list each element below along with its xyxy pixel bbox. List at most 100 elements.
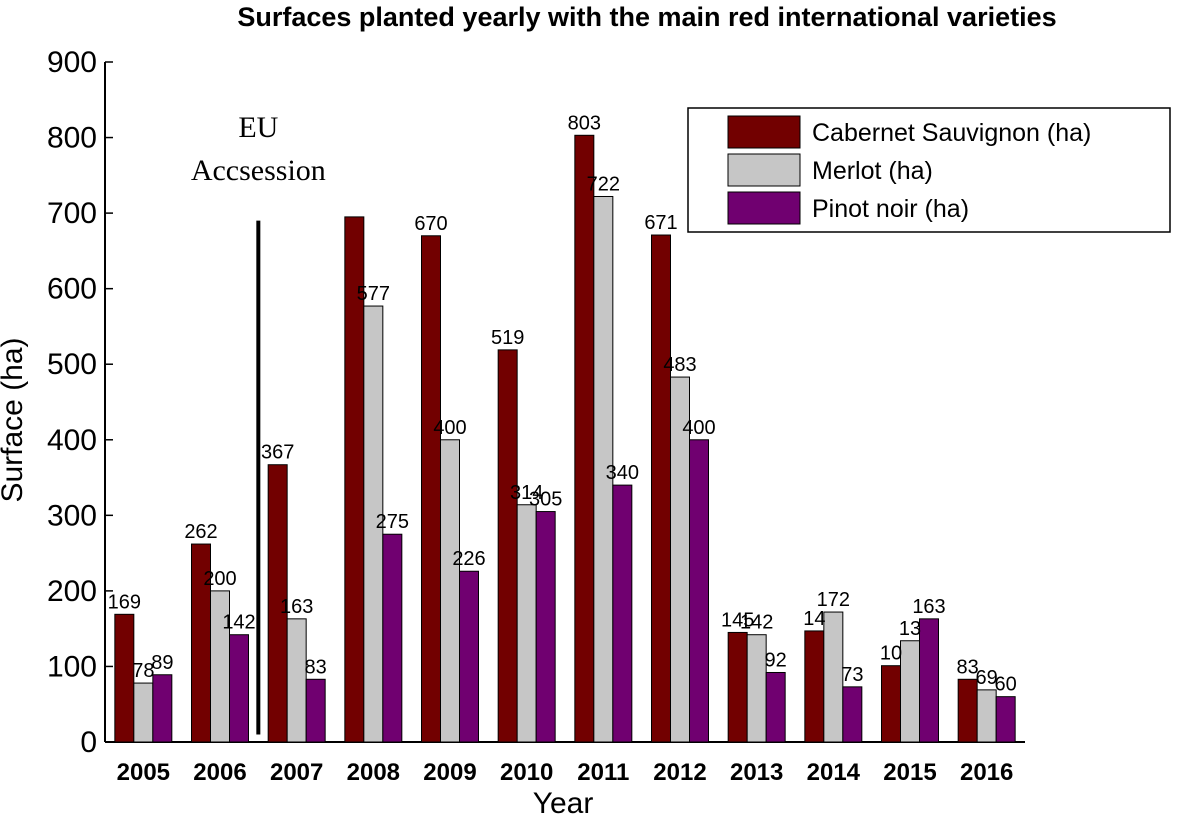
x-tick-label: 2007 (270, 759, 323, 786)
legend-swatch (727, 191, 801, 225)
legend-swatch (727, 115, 801, 149)
y-tick-label: 200 (47, 575, 97, 608)
data-label: 400 (682, 417, 715, 439)
data-label: 200 (203, 568, 236, 590)
bar (421, 235, 441, 743)
bar (286, 618, 307, 743)
bar (651, 234, 671, 743)
x-tick-label: 2006 (193, 759, 246, 786)
data-label: 340 (606, 462, 639, 484)
bar (382, 533, 403, 743)
data-labels: 169 262 367 670 519 803 671 145 14 10 83 78 200 163 57… (108, 112, 1017, 695)
y-tick-label: 700 (47, 197, 97, 230)
data-label: 142 (222, 612, 255, 634)
x-tick-label: 2015 (883, 759, 936, 786)
eu-accession-annotation: EU Accsession (191, 111, 326, 735)
y-tick-label: 100 (47, 650, 97, 683)
bar (440, 439, 460, 743)
data-label: 400 (433, 417, 466, 439)
data-label: 671 (644, 212, 677, 234)
bar (535, 511, 556, 743)
x-tick-label: 2011 (577, 759, 629, 786)
data-label: 169 (108, 591, 141, 613)
data-label: 73 (841, 664, 863, 686)
bar (363, 305, 384, 743)
data-label: 92 (765, 649, 787, 671)
legend-label: Merlot (ha) (812, 157, 933, 185)
bar (727, 631, 748, 743)
data-label: 577 (357, 283, 390, 305)
bar (765, 671, 786, 743)
data-label: 172 (817, 589, 850, 611)
bar (919, 618, 939, 743)
bar (612, 484, 633, 743)
bar (976, 689, 997, 743)
data-label: 145 (721, 609, 754, 631)
data-label: 78 (132, 660, 154, 682)
x-tick-label: 2016 (960, 759, 1013, 786)
y-tick-label: 400 (47, 424, 97, 457)
bar (995, 696, 1016, 743)
y-tick-label: 900 (47, 46, 97, 79)
bar (900, 640, 920, 743)
data-label: 60 (995, 674, 1017, 696)
data-label: 367 (261, 442, 294, 464)
data-label: 83 (957, 656, 979, 678)
legend-label: Cabernet Sauvignon (ha) (812, 119, 1091, 147)
data-label: 69 (976, 667, 998, 689)
data-label: 314 (510, 482, 543, 504)
annotation-text: EU (238, 111, 278, 144)
x-tick-label: 2014 (807, 759, 861, 786)
bar (152, 674, 173, 743)
y-axis: 0 100 200 300 400 500 600 700 800 900 (47, 46, 113, 759)
bar (823, 611, 844, 743)
bar (305, 678, 326, 743)
bar (497, 349, 518, 743)
data-label: 83 (305, 656, 327, 678)
x-tick-label: 2013 (730, 759, 783, 786)
bar (516, 504, 537, 743)
annotation-text: Accsession (191, 154, 326, 187)
x-axis-label: Year (533, 787, 594, 818)
data-label: 803 (568, 112, 601, 134)
legend-swatch (727, 153, 801, 187)
data-label: 519 (491, 327, 524, 349)
bar (229, 634, 249, 743)
data-label: 275 (376, 511, 409, 533)
bar (459, 570, 479, 743)
bar (133, 682, 154, 743)
x-tick-label: 2012 (653, 759, 706, 786)
bars (114, 134, 1016, 743)
data-label: 10 (880, 643, 902, 665)
data-label: 262 (184, 521, 217, 543)
data-label: 670 (414, 213, 447, 235)
data-label: 89 (151, 652, 173, 674)
x-tick-label: 2008 (347, 759, 400, 786)
data-label: 163 (280, 596, 313, 618)
data-label: 163 (912, 596, 945, 618)
y-tick-label: 800 (47, 122, 97, 155)
bar (804, 630, 825, 743)
bar (574, 134, 595, 743)
bar (881, 665, 901, 743)
x-tick-label: 2009 (423, 759, 476, 786)
bar (842, 686, 863, 743)
data-label: 305 (529, 489, 562, 511)
data-label: 226 (452, 548, 485, 570)
y-tick-label: 300 (47, 499, 97, 532)
y-tick-label: 500 (47, 348, 97, 381)
bar (114, 613, 135, 743)
x-tick-label: 2010 (500, 759, 553, 786)
bar (746, 634, 767, 743)
y-tick-label: 600 (47, 273, 97, 306)
y-axis-label: Surface (ha) (0, 337, 29, 502)
legend: Cabernet Sauvignon (ha) Merlot (ha) Pinot … (687, 107, 1171, 233)
data-label: 14 (803, 608, 825, 630)
bar (957, 678, 978, 743)
x-tick-label: 2005 (117, 759, 170, 786)
bar (689, 439, 709, 743)
data-label: 13 (899, 618, 921, 640)
data-label: 142 (740, 612, 773, 634)
data-label: 722 (587, 173, 620, 195)
